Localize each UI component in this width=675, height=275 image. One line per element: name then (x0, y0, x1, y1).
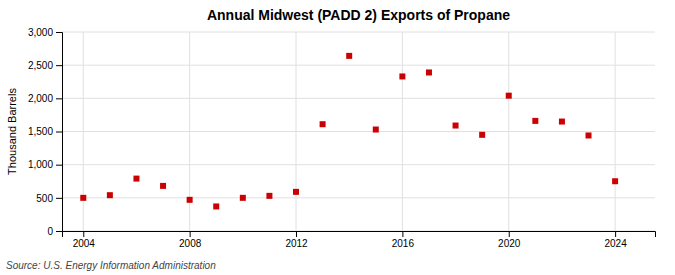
point (373, 127, 379, 133)
annotation: Source: U.S. Energy Information Administ… (6, 260, 216, 271)
y-tick: 500 (36, 193, 62, 204)
x-tick-mark (509, 231, 510, 237)
grid-line (508, 32, 509, 231)
x-tick-mark (615, 231, 616, 237)
y-tick-label: 2,500 (28, 60, 53, 71)
grid-line (402, 32, 403, 231)
point (187, 197, 193, 203)
x-tick: 2020 (498, 231, 521, 249)
x-tick-label: 2004 (73, 238, 96, 249)
x-tick-label: 2012 (285, 238, 308, 249)
point (399, 73, 405, 79)
y-tick-mark (56, 65, 62, 66)
x-tick-mark (402, 231, 403, 237)
grid-line (62, 164, 655, 165)
grid-line (62, 98, 655, 99)
y-tick-mark (56, 231, 62, 232)
x-tick-label: 2008 (179, 238, 202, 249)
point (213, 203, 219, 209)
y-tick: 0 (47, 226, 62, 237)
point (293, 189, 299, 195)
grid-line (62, 32, 655, 33)
x-tick-label: 2020 (498, 238, 521, 249)
point (160, 183, 166, 189)
x-tick-label: 2016 (392, 238, 415, 249)
y-tick-mark (56, 132, 62, 133)
points (80, 53, 618, 210)
y-tick-mark (56, 32, 62, 33)
y-tick-label: 3,000 (28, 27, 53, 38)
grid-line (62, 131, 655, 132)
y-tick: 3,000 (28, 27, 62, 38)
point (426, 69, 432, 75)
point (532, 118, 538, 124)
y-tick: 2,500 (28, 60, 62, 71)
y-tick-mark (56, 198, 62, 199)
grid-line (62, 65, 655, 66)
x-tick: 2012 (285, 231, 308, 249)
x-axis: 2004 2008 2012 2016 2020 2024 (63, 231, 656, 249)
point (266, 193, 272, 199)
x-tick-mark (190, 231, 191, 237)
point (240, 195, 246, 201)
y-tick-mark (56, 98, 62, 99)
y-axis-line (56, 33, 63, 232)
point (506, 93, 512, 99)
y-tick-label: 1,500 (28, 126, 53, 137)
x-axis-line (63, 232, 656, 238)
point (612, 178, 618, 184)
x-tick-mark (296, 231, 297, 237)
y-axis: 0 500 1,000 1,500 2,000 2,500 3,000 (28, 27, 63, 237)
grid-line (83, 32, 84, 231)
y-tick-label: 500 (36, 193, 53, 204)
point (559, 119, 565, 125)
grid-line (62, 197, 655, 198)
grid-line (296, 32, 297, 231)
x-tick: 2004 (73, 231, 96, 249)
y-axis-title: Thousand Barrels (6, 88, 18, 175)
plot: 2004 2008 2012 2016 2020 2024 0 500 1,000 1,500 2,… (28, 27, 656, 249)
x-tick: 2008 (179, 231, 202, 249)
point (107, 192, 113, 198)
y-tick-label: 1,000 (28, 159, 53, 170)
title: Annual Midwest (PADD 2) Exports of Propa… (207, 7, 510, 23)
point (479, 132, 485, 138)
y-tick-label: 2,000 (28, 93, 53, 104)
point (133, 176, 139, 182)
y-tick: 1,500 (28, 126, 62, 137)
x-tick: 2024 (604, 231, 627, 249)
y-tick-label: 0 (47, 226, 53, 237)
point (80, 195, 86, 201)
x-tick-label: 2024 (604, 238, 627, 249)
grid (62, 32, 655, 231)
point (320, 121, 326, 127)
grid-line (615, 32, 616, 231)
chart: 2004 2008 2012 2016 2020 2024 0 500 1,000 1,500 2,… (0, 0, 675, 275)
y-tick: 1,000 (28, 159, 62, 170)
point (346, 53, 352, 59)
y-tick-mark (56, 165, 62, 166)
y-tick: 2,000 (28, 93, 62, 104)
x-tick: 2016 (392, 231, 415, 249)
point (453, 123, 459, 129)
x-tick-mark (83, 231, 84, 237)
point (586, 132, 592, 138)
